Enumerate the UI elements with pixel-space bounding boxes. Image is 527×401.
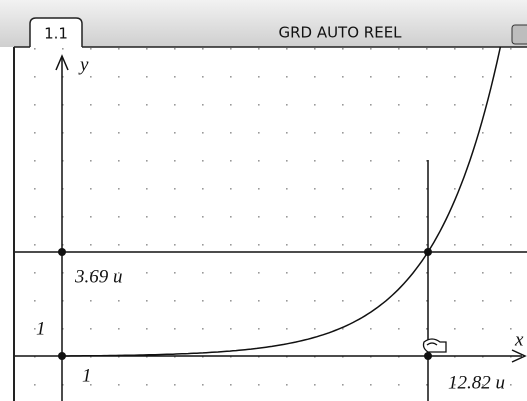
point-label: 3.69 u bbox=[74, 266, 123, 287]
grid-dots bbox=[15, 48, 527, 401]
x-axis-label: x bbox=[514, 329, 524, 350]
point-label: 12.82 u bbox=[448, 372, 505, 393]
point[interactable] bbox=[424, 352, 432, 360]
hand-cursor bbox=[422, 338, 447, 353]
tab-label[interactable]: 1.1 bbox=[44, 25, 68, 43]
point[interactable] bbox=[58, 352, 66, 360]
point[interactable] bbox=[424, 248, 432, 256]
graph-area bbox=[15, 47, 527, 401]
status-text: GRD AUTO REEL bbox=[278, 24, 402, 42]
tab[interactable] bbox=[29, 17, 83, 47]
title-bar bbox=[0, 0, 527, 47]
y-axis-label: y bbox=[78, 54, 89, 75]
y-unit-label: 1 bbox=[36, 318, 46, 339]
x-unit-label: 1 bbox=[82, 365, 92, 386]
battery-icon bbox=[511, 24, 527, 45]
point[interactable] bbox=[58, 248, 66, 256]
